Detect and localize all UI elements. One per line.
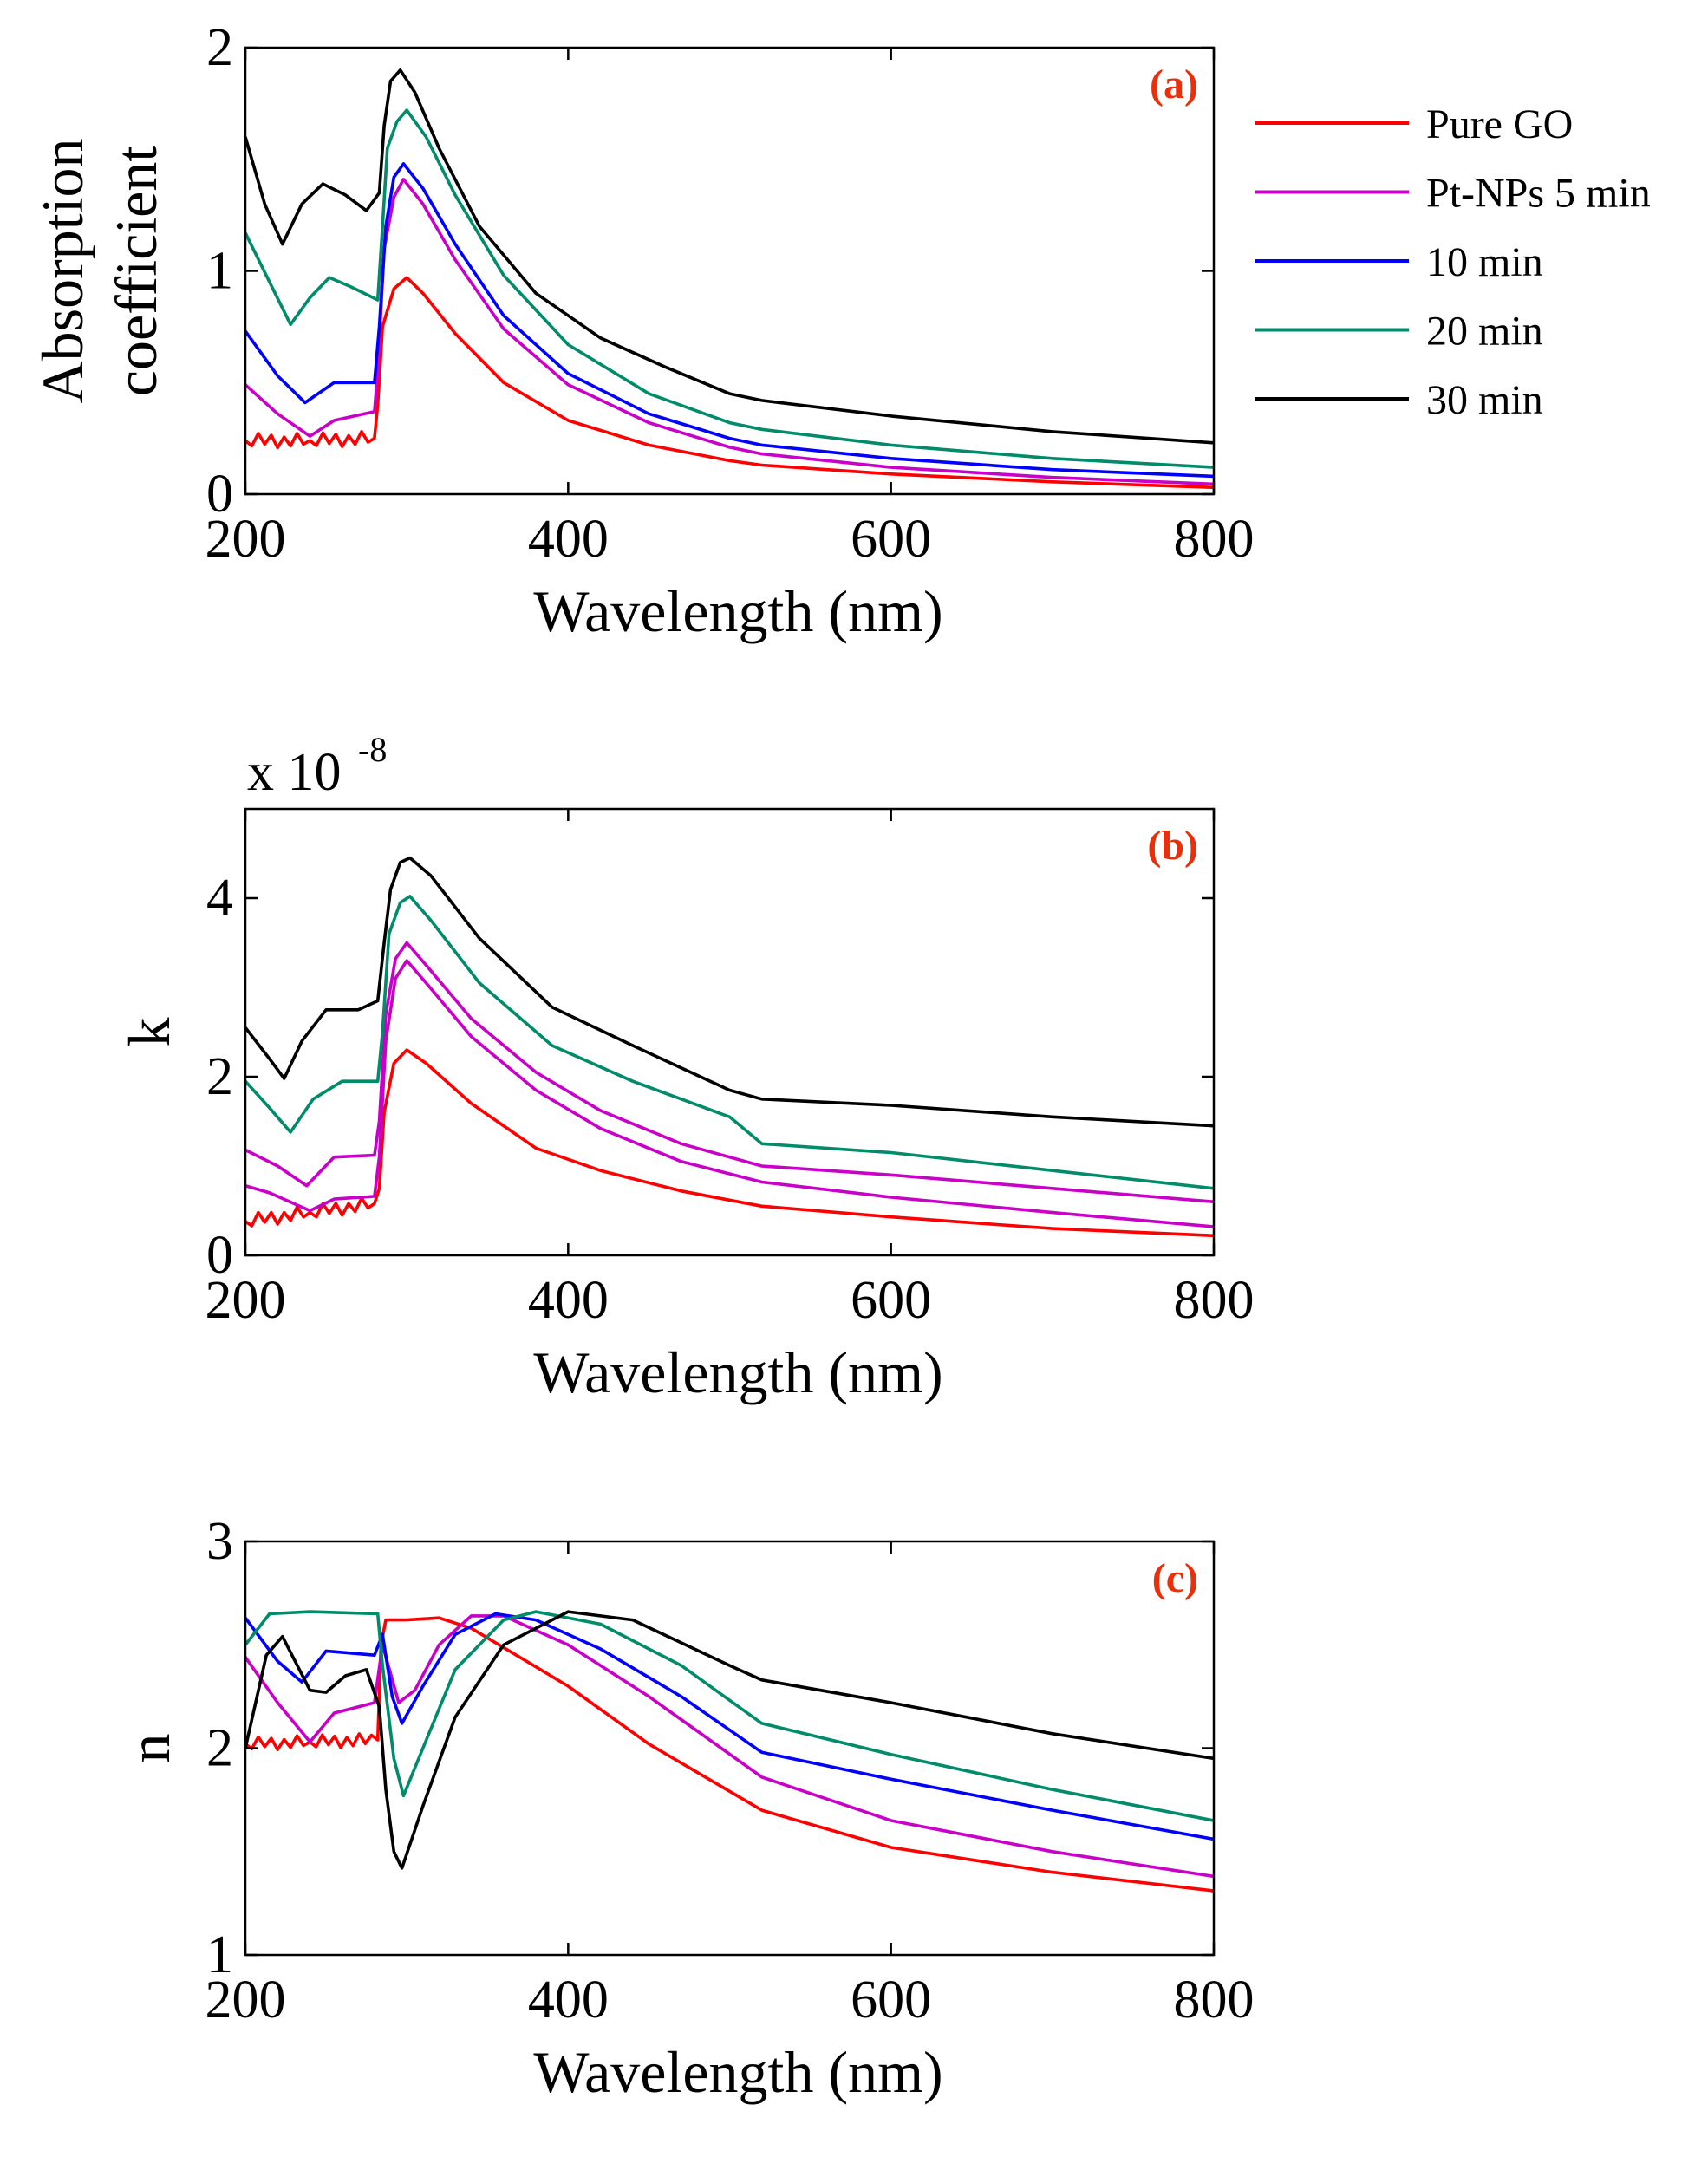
y-tick-label: 0 xyxy=(206,465,233,524)
x-tick-label: 200 xyxy=(205,1971,286,2029)
y-tick-label: 4 xyxy=(206,869,233,928)
y-axis-label: k xyxy=(116,1018,182,1047)
series-line-30-min xyxy=(245,68,1214,445)
x-tick-label: 400 xyxy=(528,1271,609,1330)
y-exponent-power: -8 xyxy=(358,730,387,769)
x-tick-label: 200 xyxy=(205,1271,286,1330)
series-line-10-min xyxy=(245,941,1214,1203)
y-tick-label: 0 xyxy=(206,1226,233,1285)
x-tick-label: 800 xyxy=(1174,510,1255,569)
series-lines xyxy=(245,68,1214,490)
panel-c: 200 400 600 800 1 2 3 Wavelength (nm) n (c) xyxy=(116,1512,1255,2105)
series-line-20-min xyxy=(245,1610,1214,1822)
series-line-pt-nps-5-min xyxy=(245,178,1214,486)
series-line-pure-go xyxy=(245,1616,1214,1893)
series-lines xyxy=(245,856,1214,1238)
y-tick-label: 1 xyxy=(206,242,233,301)
x-tick-label: 600 xyxy=(851,1271,931,1330)
plot-frame xyxy=(244,807,1216,1257)
panel-a: 200 400 600 800 0 1 2 Wavelength (nm) Absorption… xyxy=(29,18,1255,644)
series-line-pure-go xyxy=(245,276,1214,490)
legend: Pure GO Pt-NPs 5 min 10 min 20 min 30 min xyxy=(1255,101,1651,423)
series-line-pt-nps-5-min xyxy=(245,1614,1214,1879)
y-axis-label: n xyxy=(116,1734,182,1763)
x-tick-label: 400 xyxy=(528,1971,609,2029)
series-line-10-min xyxy=(245,162,1214,479)
series-line-30-min xyxy=(245,856,1214,1128)
x-tick-label: 600 xyxy=(851,1971,931,2029)
panels: 200 400 600 800 0 1 2 Wavelength (nm) Absorption… xyxy=(29,18,1255,2105)
x-tick-label: 600 xyxy=(851,510,931,569)
series-line-30-min xyxy=(245,1610,1214,1870)
x-tick-label: 400 xyxy=(528,510,609,569)
x-axis-label: Wavelength (nm) xyxy=(533,2039,942,2105)
series-line-pt-nps-5-min xyxy=(245,959,1214,1228)
y-tick-label: 2 xyxy=(206,18,233,77)
y-exponent-base: x 10 xyxy=(247,743,342,802)
x-tick-label: 800 xyxy=(1174,1971,1255,2029)
y-tick-label: 3 xyxy=(206,1512,233,1571)
y-tick-label: 2 xyxy=(206,1719,233,1778)
legend-entry: 20 min xyxy=(1426,309,1543,355)
x-tick-label: 200 xyxy=(205,510,286,569)
x-axis-label: Wavelength (nm) xyxy=(533,578,942,644)
legend-entry: Pt-NPs 5 min xyxy=(1426,171,1651,217)
legend-entry: 10 min xyxy=(1426,239,1543,285)
panel-label: (a) xyxy=(1150,62,1198,107)
series-line-10-min xyxy=(245,1612,1214,1841)
panel-label: (c) xyxy=(1152,1555,1198,1601)
y-axis-label-line-2: coefficient xyxy=(103,146,169,397)
series-line-pure-go xyxy=(245,1048,1214,1238)
y-tick-label: 1 xyxy=(206,1925,233,1984)
x-axis-label: Wavelength (nm) xyxy=(533,1339,942,1405)
y-axis-label-line-1: Absorption xyxy=(29,139,95,404)
series-line-20-min xyxy=(245,895,1214,1190)
legend-entry: Pure GO xyxy=(1426,101,1573,147)
y-tick-label: 2 xyxy=(206,1047,233,1106)
panel-b: 200 400 600 800 0 2 4 Wavelength (nm) k x 10 -8 (b) xyxy=(116,730,1255,1405)
x-tick-label: 800 xyxy=(1174,1271,1255,1330)
series-lines xyxy=(245,1610,1214,1893)
series-line-20-min xyxy=(245,108,1214,469)
legend-entry: 30 min xyxy=(1426,377,1543,423)
panel-label: (b) xyxy=(1147,823,1198,869)
